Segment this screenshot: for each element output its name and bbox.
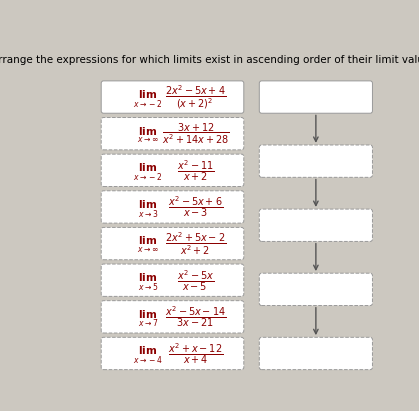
FancyBboxPatch shape xyxy=(101,337,244,369)
Text: $x \rightarrow 7$: $x \rightarrow 7$ xyxy=(137,318,158,328)
Text: $\dfrac{x^2 - 5x}{x - 5}$: $\dfrac{x^2 - 5x}{x - 5}$ xyxy=(177,268,215,293)
Text: $x \rightarrow 3$: $x \rightarrow 3$ xyxy=(137,208,158,219)
FancyBboxPatch shape xyxy=(101,264,244,296)
Text: $\bf{lim}$: $\bf{lim}$ xyxy=(138,88,157,100)
Text: $x \rightarrow -2$: $x \rightarrow -2$ xyxy=(133,98,163,109)
Text: $x \rightarrow 5$: $x \rightarrow 5$ xyxy=(137,281,158,292)
FancyBboxPatch shape xyxy=(259,145,372,177)
FancyBboxPatch shape xyxy=(101,118,244,150)
Text: $\dfrac{x^2 - 5x - 14}{3x - 21}$: $\dfrac{x^2 - 5x - 14}{3x - 21}$ xyxy=(165,305,227,329)
FancyBboxPatch shape xyxy=(101,227,244,260)
Text: $\dfrac{2x^2 - 5x + 4}{(x+2)^2}$: $\dfrac{2x^2 - 5x + 4}{(x+2)^2}$ xyxy=(165,83,226,111)
FancyBboxPatch shape xyxy=(259,81,372,113)
Text: $x \rightarrow \infty$: $x \rightarrow \infty$ xyxy=(137,135,158,144)
Text: $x \rightarrow \infty$: $x \rightarrow \infty$ xyxy=(137,245,158,254)
Text: $\bf{lim}$: $\bf{lim}$ xyxy=(138,344,157,356)
Text: $\dfrac{x^2 - 5x + 6}{x - 3}$: $\dfrac{x^2 - 5x + 6}{x - 3}$ xyxy=(168,194,223,219)
Text: $\bf{lim}$: $\bf{lim}$ xyxy=(138,125,157,136)
Text: $x \rightarrow -4$: $x \rightarrow -4$ xyxy=(133,354,163,365)
Text: $\bf{lim}$: $\bf{lim}$ xyxy=(138,308,157,320)
Text: $x \rightarrow -2$: $x \rightarrow -2$ xyxy=(133,171,163,182)
Text: $\bf{lim}$: $\bf{lim}$ xyxy=(138,161,157,173)
Text: $\bf{lim}$: $\bf{lim}$ xyxy=(138,271,157,283)
Text: Arrange the expressions for which limits exist in ascending order of their limit: Arrange the expressions for which limits… xyxy=(0,55,419,65)
FancyBboxPatch shape xyxy=(101,81,244,113)
Text: $\dfrac{x^2 + x - 12}{x + 4}$: $\dfrac{x^2 + x - 12}{x + 4}$ xyxy=(168,341,223,366)
FancyBboxPatch shape xyxy=(259,209,372,241)
FancyBboxPatch shape xyxy=(101,154,244,187)
Text: $\bf{lim}$: $\bf{lim}$ xyxy=(138,235,157,247)
FancyBboxPatch shape xyxy=(101,301,244,333)
Text: $\dfrac{2x^2 + 5x - 2}{x^2 + 2}$: $\dfrac{2x^2 + 5x - 2}{x^2 + 2}$ xyxy=(165,230,226,257)
FancyBboxPatch shape xyxy=(259,337,372,369)
Text: $\dfrac{3x + 12}{x^2 + 14x + 28}$: $\dfrac{3x + 12}{x^2 + 14x + 28}$ xyxy=(162,121,230,146)
FancyBboxPatch shape xyxy=(259,273,372,305)
FancyBboxPatch shape xyxy=(101,191,244,223)
Text: $\dfrac{x^2 - 11}{x + 2}$: $\dfrac{x^2 - 11}{x + 2}$ xyxy=(177,158,215,183)
Text: $\bf{lim}$: $\bf{lim}$ xyxy=(138,198,157,210)
